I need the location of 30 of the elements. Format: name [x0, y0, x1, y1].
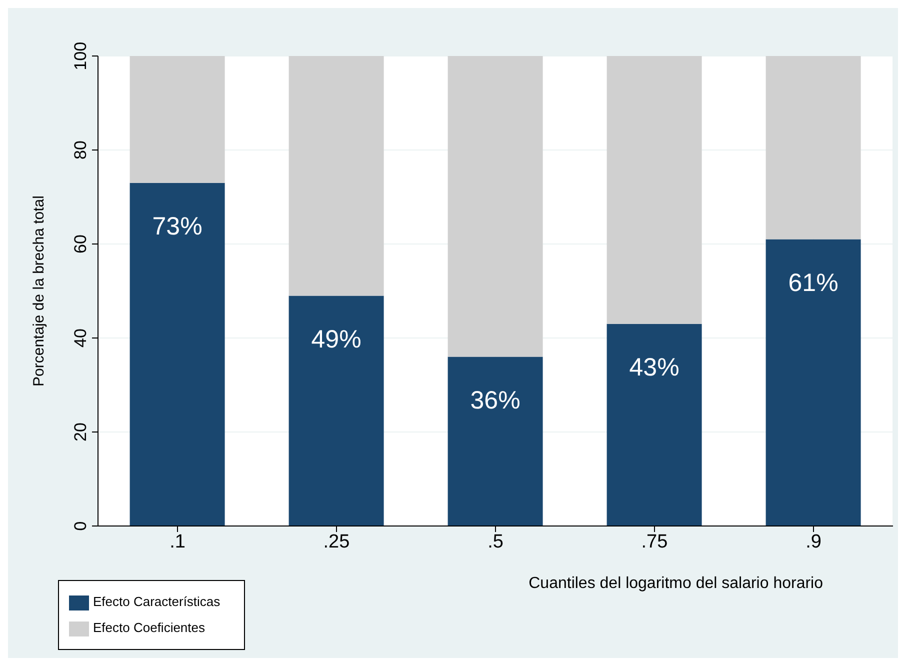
x-tick-label: .5 — [488, 531, 504, 552]
bar — [448, 56, 543, 357]
legend-label: Efecto Características — [93, 594, 220, 609]
y-tick-label: 0 — [71, 521, 90, 531]
y-tick-label: 20 — [71, 422, 90, 442]
bar — [130, 56, 225, 183]
bar — [606, 324, 702, 526]
data-label: 36% — [470, 386, 520, 415]
bar — [766, 239, 861, 526]
data-label: 73% — [152, 212, 202, 241]
x-tick-label: .75 — [641, 531, 668, 552]
data-label: 43% — [629, 354, 680, 382]
y-tick-label: 80 — [71, 140, 90, 160]
x-axis-title: Cuantiles del logaritmo del salario horario — [528, 575, 824, 592]
bar — [288, 296, 384, 526]
bar — [606, 56, 702, 324]
legend-label: Efecto Coeficientes — [93, 620, 206, 635]
x-tick-label: .25 — [323, 531, 350, 552]
bar — [130, 182, 225, 526]
y-tick-label: 60 — [71, 234, 90, 254]
data-label: 61% — [788, 269, 838, 298]
y-tick-label: 40 — [71, 328, 90, 348]
x-tick-label: .1 — [170, 531, 186, 552]
y-tick-label: 100 — [71, 42, 90, 70]
data-label: 49% — [311, 325, 362, 354]
bar — [766, 56, 861, 240]
y-axis-title: Porcentaje de la brecha total — [30, 196, 48, 386]
bar — [288, 56, 384, 296]
x-tick-label: .9 — [806, 531, 822, 552]
bar — [448, 356, 543, 526]
